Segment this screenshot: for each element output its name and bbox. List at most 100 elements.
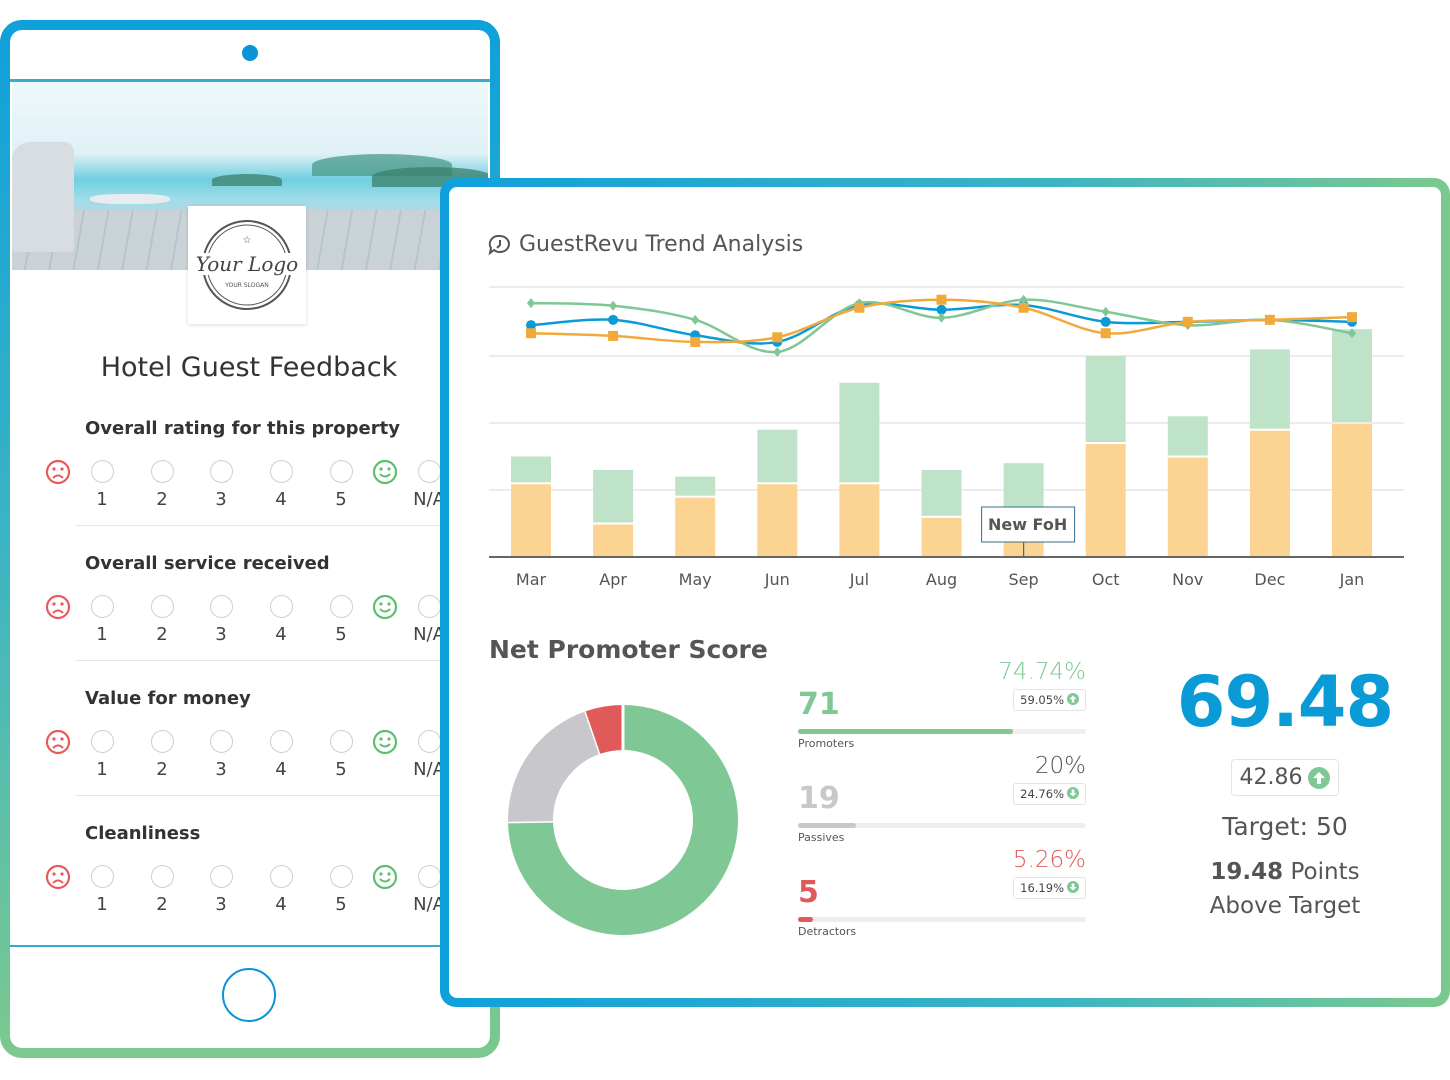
x-tick-label: Aug [926, 570, 957, 589]
line-point [691, 314, 700, 325]
group-change-badge: 59.05% [1013, 689, 1086, 711]
group-percent: 5.26% [1012, 847, 1086, 873]
rating-radio-5[interactable] [329, 730, 353, 753]
bar-segment [1332, 329, 1372, 422]
annotation-label: New FoH [988, 515, 1067, 534]
rating-radio-2[interactable] [150, 460, 174, 483]
rating-label: 5 [335, 759, 347, 780]
line-point [1100, 328, 1111, 339]
rating-radio-2[interactable] [150, 865, 174, 888]
x-tick-label: Apr [599, 570, 627, 589]
rating-radio-2[interactable] [150, 730, 174, 753]
bar-segment [1167, 457, 1208, 557]
rating-radio-5[interactable] [329, 595, 353, 618]
line-point [1019, 294, 1028, 305]
rating-radio-3[interactable] [209, 730, 233, 753]
rating-radio-3[interactable] [209, 460, 233, 483]
line-point [1264, 314, 1275, 325]
rating-label: 4 [275, 489, 287, 510]
happy-face-icon [372, 864, 398, 890]
rating-radio-1[interactable] [90, 730, 114, 753]
rating-radio-3[interactable] [209, 865, 233, 888]
line-point [772, 332, 783, 343]
rating-label: 2 [156, 759, 168, 780]
nps-donut-chart [505, 703, 738, 935]
line-point [1100, 316, 1111, 327]
phone-screen: ☆ Your Logo YOUR SLOGAN Hotel Guest Feed… [10, 30, 490, 1048]
group-count: 71 [798, 687, 840, 722]
home-button[interactable] [222, 968, 276, 1022]
rating-radio-1[interactable] [90, 595, 114, 618]
rating-radio-5[interactable] [329, 865, 353, 888]
rating-radio-1[interactable] [90, 460, 114, 483]
bar-segment [1167, 416, 1208, 456]
above-points: 19.48 [1210, 859, 1284, 885]
rating-radio-3[interactable] [209, 595, 233, 618]
rating-radio-4[interactable] [269, 865, 293, 888]
bar-segment [1332, 424, 1372, 557]
sad-face-icon [45, 594, 71, 620]
x-tick-label: Jul [849, 570, 869, 589]
nps-breakdown: 74.74% 59.05% 71 Promoters 20% 24.76% 19 Passiv… [798, 659, 1086, 962]
nps-delta-badge: 42.86 [1230, 759, 1340, 796]
x-tick-label: May [679, 570, 712, 589]
group-progress-fill [798, 917, 814, 922]
bar-segment [1085, 444, 1126, 557]
rating-radio-N/A[interactable] [417, 595, 441, 618]
line-point [1347, 312, 1357, 323]
rating-radio-1[interactable] [90, 865, 114, 888]
rating-label: 4 [275, 624, 287, 645]
above-points-suffix: Points [1283, 859, 1360, 885]
rating-label: 3 [215, 759, 227, 780]
line-point [854, 302, 865, 313]
x-tick-label: Jan [1339, 570, 1365, 589]
line-point [527, 298, 535, 309]
rating-label: 5 [335, 894, 347, 915]
dashboard-title: GuestRevu Trend Analysis [487, 232, 803, 257]
rating-label: 5 [335, 489, 347, 510]
rating-radio-N/A[interactable] [417, 730, 441, 753]
rating-radio-5[interactable] [329, 460, 353, 483]
rating-label: N/A [413, 894, 445, 915]
dashboard-title-text: GuestRevu Trend Analysis [519, 232, 804, 257]
rating-radio-N/A[interactable] [417, 460, 441, 483]
x-tick-label: Mar [516, 570, 547, 589]
divider [75, 525, 490, 526]
donut-segment-detractors [585, 705, 624, 755]
happy-face-icon [372, 459, 398, 485]
group-percent: 20% [1034, 753, 1086, 779]
question-label: Overall rating for this property [85, 418, 400, 439]
phone-mockup: ☆ Your Logo YOUR SLOGAN Hotel Guest Feed… [0, 20, 500, 1058]
survey-title: Hotel Guest Feedback [100, 352, 398, 383]
line-point [936, 304, 947, 315]
bar-segment [675, 476, 716, 496]
group-label: Promoters [798, 737, 855, 750]
bar-segment [593, 524, 634, 557]
rating-radio-4[interactable] [269, 595, 293, 618]
line-point [937, 312, 946, 323]
trend-chart: Mar Apr May Jun Jul Aug Sep Oct Nov Dec Jan New FoH [489, 286, 1404, 589]
rating-label: 2 [156, 894, 168, 915]
rating-radio-4[interactable] [269, 460, 293, 483]
group-label: Passives [798, 831, 845, 844]
question-label: Value for money [85, 688, 251, 709]
rating-radio-4[interactable] [269, 730, 293, 753]
line-point [526, 328, 536, 339]
bar-segment [921, 517, 962, 557]
rating-radio-N/A[interactable] [417, 865, 441, 888]
line-point [1018, 302, 1029, 313]
bar-segment [675, 497, 716, 557]
line-point [773, 346, 782, 357]
rating-radio-2[interactable] [150, 595, 174, 618]
rating-label: N/A [413, 759, 445, 780]
nps-summary: 69.48 42.86 Target: 50 19.48 Points Abov… [1169, 662, 1401, 923]
rating-label: 1 [96, 759, 108, 780]
rating-label: 5 [335, 624, 347, 645]
group-percent: 74.74% [998, 659, 1086, 685]
line-point [608, 330, 619, 341]
rating-label: 2 [156, 624, 168, 645]
nps-title: Net Promoter Score [489, 635, 768, 664]
bar-segment [1249, 349, 1290, 429]
svg-text:YOUR SLOGAN: YOUR SLOGAN [224, 282, 268, 289]
group-progress-fill [798, 729, 1014, 734]
